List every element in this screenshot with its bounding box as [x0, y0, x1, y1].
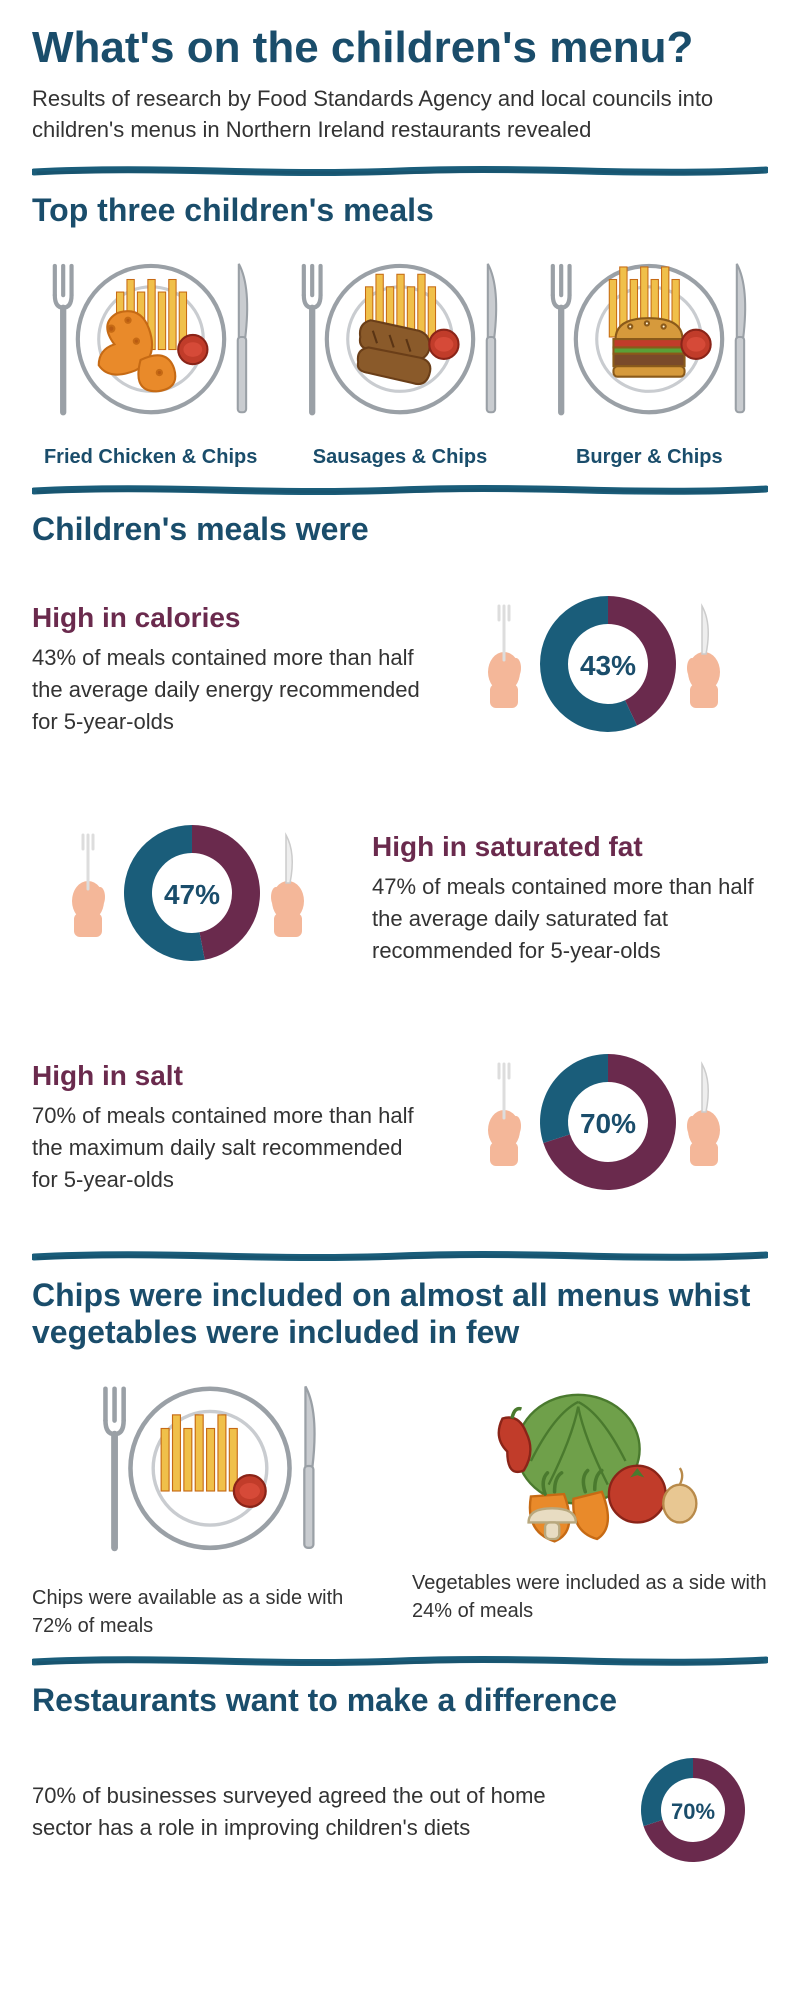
- page-subtitle: Results of research by Food Standards Ag…: [32, 84, 768, 146]
- plate-icon: [36, 245, 266, 433]
- stat-heading: High in salt: [32, 1060, 428, 1092]
- meal-item: Fried Chicken & Chips: [32, 245, 269, 469]
- meal-item: Sausages & Chips: [281, 245, 518, 469]
- vegetables-icon: [460, 1366, 720, 1556]
- plate-icon: [85, 1366, 335, 1571]
- donut-chart: 47%: [32, 793, 352, 998]
- side-text: Vegetables were included as a side with …: [412, 1569, 768, 1625]
- side-text: Chips were available as a side with 72% …: [32, 1584, 388, 1640]
- divider-3: [32, 1251, 768, 1261]
- stat-text: 70% of meals contained more than half th…: [32, 1100, 428, 1196]
- section-1-heading: Top three children's meals: [32, 192, 768, 229]
- divider-1: [32, 166, 768, 176]
- side-item: Vegetables were included as a side with …: [412, 1366, 768, 1640]
- meal-label: Fried Chicken & Chips: [32, 446, 269, 469]
- final-donut: 70%: [618, 1735, 768, 1890]
- stat-row: 47% High in saturated fat 47% of meals c…: [32, 793, 768, 998]
- section-2-heading: Children's meals were: [32, 511, 768, 548]
- plate-icon: [534, 245, 764, 433]
- final-text: 70% of businesses surveyed agreed the ou…: [32, 1780, 598, 1844]
- page-title: What's on the children's menu?: [32, 24, 768, 72]
- final-row: 70% of businesses surveyed agreed the ou…: [32, 1735, 768, 1890]
- stat-row: High in calories 43% of meals contained …: [32, 564, 768, 769]
- donut-chart: 43%: [448, 564, 768, 769]
- divider-4: [32, 1656, 768, 1666]
- stat-heading: High in calories: [32, 602, 428, 634]
- section-3-heading: Chips were included on almost all menus …: [32, 1277, 768, 1351]
- meal-label: Burger & Chips: [531, 446, 768, 469]
- meal-label: Sausages & Chips: [281, 446, 518, 469]
- stat-text: 43% of meals contained more than half th…: [32, 642, 428, 738]
- plate-icon: [285, 245, 515, 433]
- stats-container: High in calories 43% of meals contained …: [32, 564, 768, 1227]
- meal-item: Burger & Chips: [531, 245, 768, 469]
- stat-heading: High in saturated fat: [372, 831, 768, 863]
- stat-text: 47% of meals contained more than half th…: [372, 871, 768, 967]
- meals-row: Fried Chicken & Chips Sausages & Chips: [32, 245, 768, 469]
- donut-chart: 70%: [448, 1022, 768, 1227]
- divider-2: [32, 485, 768, 495]
- sides-row: Chips were available as a side with 72% …: [32, 1366, 768, 1640]
- section-4-heading: Restaurants want to make a difference: [32, 1682, 768, 1719]
- stat-row: High in salt 70% of meals contained more…: [32, 1022, 768, 1227]
- side-item: Chips were available as a side with 72% …: [32, 1366, 388, 1640]
